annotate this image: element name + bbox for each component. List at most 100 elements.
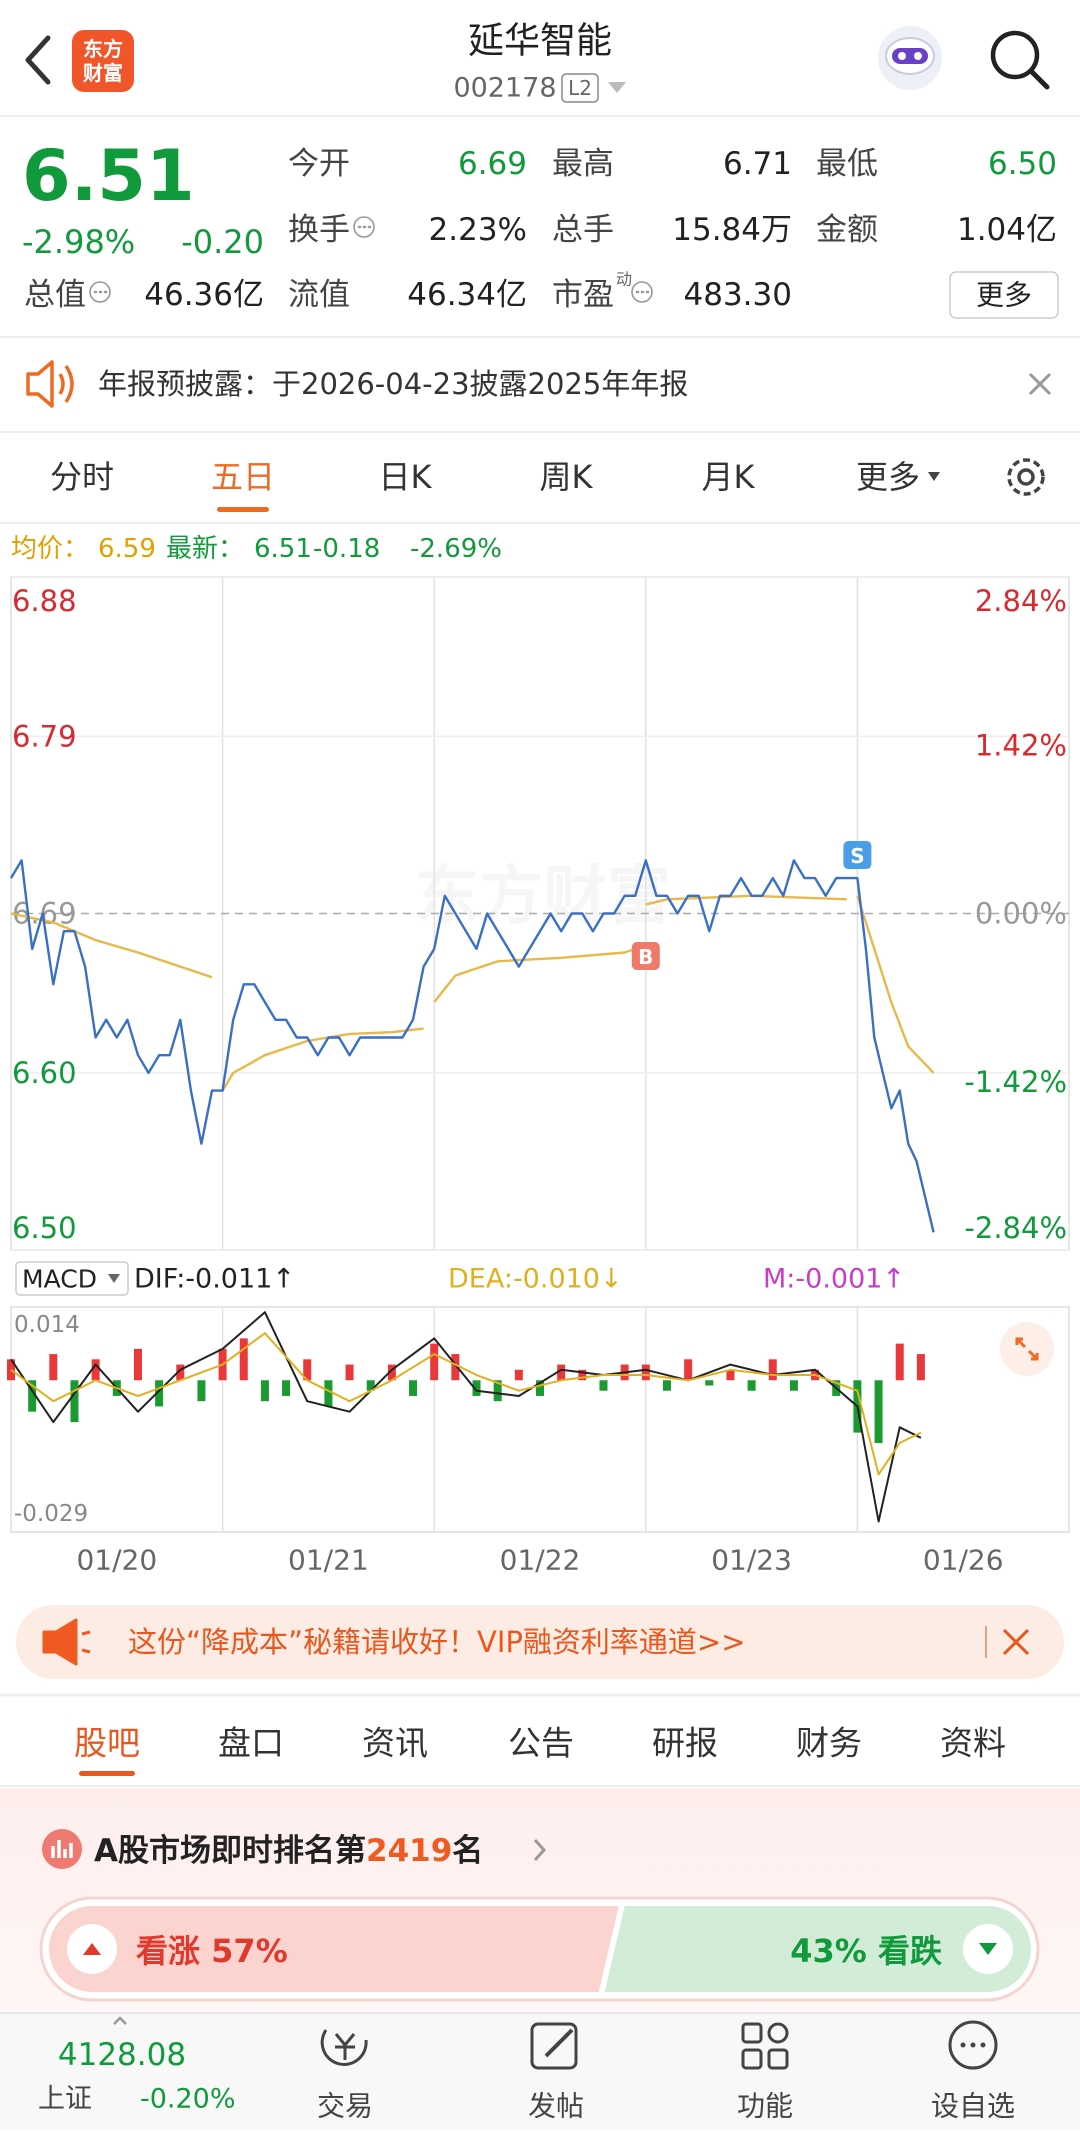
info-icon[interactable] <box>89 281 111 303</box>
x-tick-label: 01/21 <box>288 1544 369 1577</box>
section-tab[interactable]: 研报 <box>652 1724 718 1763</box>
macd-chart: -0.029 0.014 DIF:-0.011↑ DEA:-0.010↓ M:-0.00… <box>7 1264 1004 1577</box>
vote-down-label: 看跌 <box>878 1932 942 1970</box>
macd-bar <box>49 1354 58 1381</box>
y-tick-label: 6.60 <box>12 1056 77 1090</box>
chart-tab[interactable]: 日K <box>379 458 433 496</box>
index-caret <box>113 2016 127 2025</box>
section-tab[interactable]: 盘口 <box>218 1724 284 1763</box>
megaphone-icon <box>42 1618 91 1666</box>
search-button[interactable] <box>990 30 1050 90</box>
info-icon[interactable] <box>631 281 653 303</box>
macd-bar <box>451 1354 460 1381</box>
macd-bar <box>155 1380 164 1407</box>
section-tab[interactable]: 资料 <box>940 1724 1006 1763</box>
nav-label[interactable]: 设自选 <box>931 2090 1015 2123</box>
change-amount: -0.20 <box>181 223 264 261</box>
price-chart-frame <box>10 576 1070 1251</box>
assistant-avatar[interactable] <box>878 26 942 90</box>
chart-tab[interactable]: 更多 <box>856 458 920 496</box>
macd-bar <box>366 1380 375 1391</box>
function-icon[interactable] <box>741 2022 789 2070</box>
indicator-select[interactable] <box>15 1261 129 1296</box>
dropdown-icon[interactable] <box>608 82 626 93</box>
notice-text[interactable]: 年报预披露：于2026-04-23披露2025年年报 <box>98 367 688 401</box>
macd-bar <box>662 1380 671 1391</box>
vote-up-segment[interactable] <box>49 1906 619 1992</box>
y2-tick-label: 1.42% <box>975 728 1067 762</box>
settings-icon[interactable] <box>1007 458 1045 496</box>
latest-value: 6.51 <box>254 534 312 564</box>
y-tick-label: 6.79 <box>12 719 77 753</box>
y2-tick-label: 2.84% <box>975 584 1067 618</box>
vote-up-text: 看涨 57% <box>136 1932 288 1970</box>
ranking-suffix: 名 <box>452 1833 483 1869</box>
trade-marker[interactable] <box>843 841 872 870</box>
watchlist-icon[interactable] <box>948 2020 998 2070</box>
macd-bar <box>345 1364 354 1381</box>
nav-label[interactable]: 交易 <box>317 2090 373 2123</box>
back-button[interactable] <box>25 35 51 85</box>
section-tab[interactable]: 资讯 <box>362 1724 428 1763</box>
close-ad[interactable] <box>1002 1628 1030 1656</box>
field-label: 流值 <box>288 277 350 313</box>
more-button-label[interactable]: 更多 <box>976 279 1032 312</box>
macd-bar <box>641 1364 650 1381</box>
active-tab-indicator <box>217 507 269 512</box>
chart-tab[interactable]: 五日 <box>211 458 275 496</box>
price-line <box>9 859 935 1233</box>
trade-marker[interactable] <box>631 942 660 971</box>
macd-bar <box>557 1364 566 1381</box>
index-change[interactable]: -0.20% <box>140 2084 236 2115</box>
macd-bar <box>239 1338 248 1381</box>
trade-icon[interactable] <box>320 2029 368 2066</box>
post-icon[interactable] <box>530 2022 578 2070</box>
section-tab[interactable]: 财务 <box>796 1724 862 1763</box>
section-tab[interactable]: 公告 <box>508 1724 574 1763</box>
macd-bar <box>197 1380 206 1402</box>
field-superscript: 动 <box>616 270 632 289</box>
macd-chart-frame <box>10 1306 1070 1533</box>
ad-banner[interactable] <box>16 1605 1064 1679</box>
x-tick-label: 01/26 <box>923 1544 1004 1577</box>
macd-bar <box>324 1380 333 1407</box>
quote-fields: 今开 6.69 最高 6.71 最低 6.50 换手 2.23% 总手 15.84万 金额 1.04亿… <box>24 146 1057 313</box>
chart-tab[interactable]: 月K <box>702 458 756 496</box>
field-value: 1.04亿 <box>957 212 1057 248</box>
macd-line <box>10 1332 922 1476</box>
field-label: 换手 <box>288 212 350 248</box>
vote-down-value: 43% <box>790 1932 867 1970</box>
avg-label: 均价： <box>11 534 89 564</box>
close-notice[interactable] <box>1028 372 1052 396</box>
macd-bar <box>895 1343 904 1381</box>
chart-tab[interactable]: 周K <box>540 458 594 496</box>
macd-bar <box>387 1364 396 1381</box>
y2-tick-label: -2.84% <box>964 1211 1067 1245</box>
ranking-prefix: A股市场即时排名第 <box>94 1833 366 1869</box>
vote-up-value: 57% <box>211 1932 288 1970</box>
field-value: 483.30 <box>684 277 792 313</box>
level-badge <box>561 73 599 103</box>
nav-label[interactable]: 发帖 <box>528 2090 584 2123</box>
trade-marker-label: B <box>638 945 653 969</box>
expand-button[interactable] <box>1000 1322 1054 1376</box>
y-tick-label: 0.014 <box>14 1312 80 1338</box>
dropdown-icon[interactable] <box>928 472 940 481</box>
chart-tab[interactable]: 分时 <box>50 458 114 496</box>
macd-bar <box>514 1369 523 1381</box>
vote-down-segment[interactable] <box>604 1906 1031 1992</box>
indicator-name[interactable]: MACD <box>22 1265 97 1294</box>
ad-text[interactable]: 这份“降成本”秘籍请收好！VIP融资利率通道>> <box>128 1625 746 1659</box>
ranking-text[interactable]: A股市场即时排名第2419名 <box>94 1833 483 1869</box>
index-name[interactable]: 上证 <box>38 2084 92 2115</box>
section-tab[interactable]: 股吧 <box>74 1724 140 1763</box>
info-icon[interactable] <box>353 216 375 238</box>
macd-bar <box>28 1380 37 1412</box>
more-button[interactable] <box>949 271 1059 319</box>
logo-text: 财富 <box>83 61 123 85</box>
dropdown-icon[interactable] <box>108 1274 120 1283</box>
nav-label[interactable]: 功能 <box>737 2090 793 2123</box>
index-value[interactable]: 4128.08 <box>58 2037 186 2073</box>
bottom-nav <box>0 2013 1080 2130</box>
